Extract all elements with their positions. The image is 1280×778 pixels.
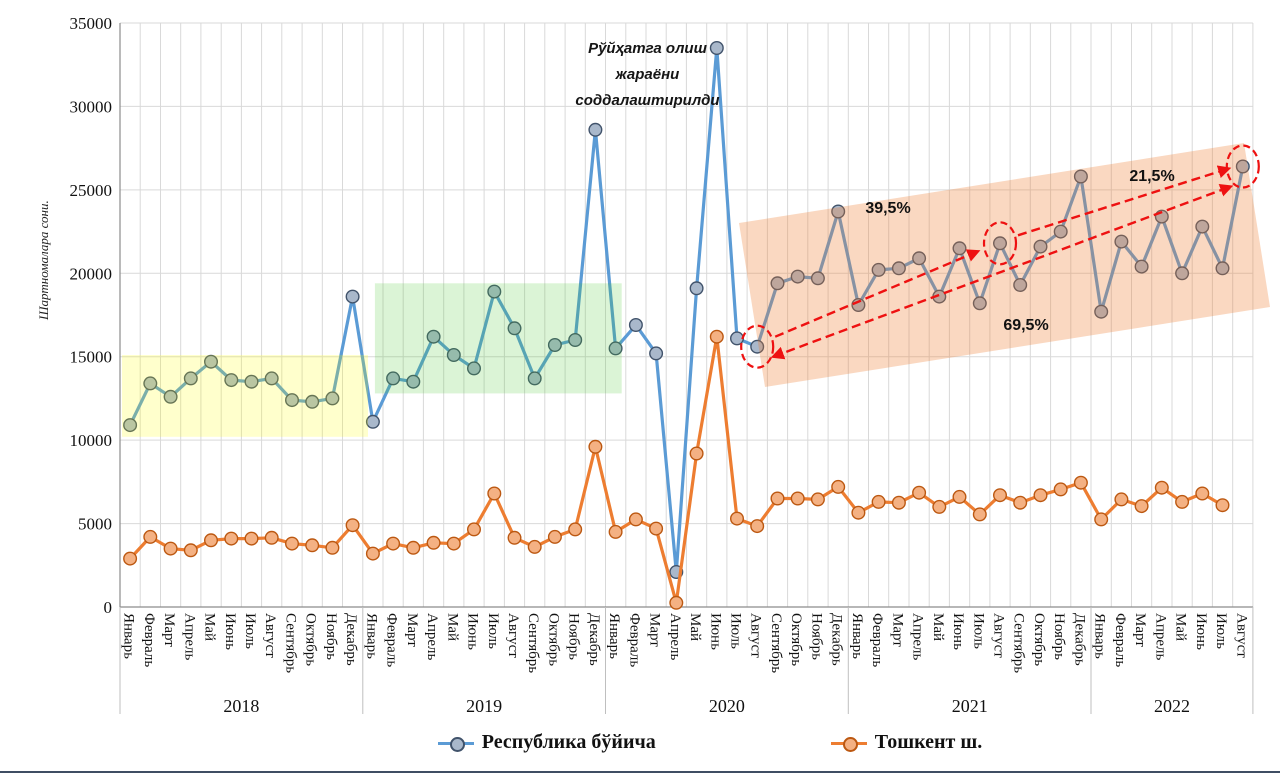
svg-text:Январь: Январь bbox=[1092, 613, 1108, 659]
svg-text:Март: Март bbox=[161, 613, 177, 647]
svg-text:Декабрь: Декабрь bbox=[829, 613, 845, 666]
annotation-note-line: Рўйҳатга олиш bbox=[588, 40, 707, 57]
gridlines bbox=[119, 22, 1254, 608]
svg-text:Декабрь: Декабрь bbox=[586, 613, 602, 666]
legend-label-republic: Республика бўйича bbox=[481, 731, 656, 753]
percent-label-21-5: 21,5% bbox=[1129, 168, 1175, 185]
y-tick-labels: 0 5000 10000 15000 20000 25000 30000 35000 bbox=[70, 14, 113, 617]
legend-item-tashkent: Тошкент ш. bbox=[830, 731, 983, 754]
svg-text:Январь: Январь bbox=[849, 613, 865, 659]
svg-text:Февраль: Февраль bbox=[869, 613, 885, 667]
svg-text:Июнь: Июнь bbox=[707, 613, 723, 650]
divider-line bbox=[0, 771, 1280, 773]
svg-text:Январь: Январь bbox=[606, 613, 622, 659]
svg-text:Август: Август bbox=[505, 613, 521, 658]
percent-label-69-5: 69,5% bbox=[1003, 317, 1049, 334]
svg-text:Июль: Июль bbox=[728, 613, 744, 649]
svg-text:Ноябрь: Ноябрь bbox=[808, 613, 824, 660]
svg-text:5000: 5000 bbox=[78, 515, 112, 534]
annotation-note-line: соддалаштирилди bbox=[575, 92, 720, 109]
svg-text:Май: Май bbox=[202, 613, 218, 641]
svg-text:Май: Май bbox=[1173, 613, 1189, 641]
trend-arrow bbox=[770, 183, 1234, 360]
svg-text:Октябрь: Октябрь bbox=[303, 613, 319, 666]
svg-text:Октябрь: Октябрь bbox=[545, 613, 561, 666]
chart-canvas: 0 5000 10000 15000 20000 25000 30000 35000 Январ… bbox=[70, 14, 1270, 716]
svg-text:Июнь: Июнь bbox=[222, 613, 238, 650]
svg-text:Сентябрь: Сентябрь bbox=[768, 613, 784, 673]
svg-text:10000: 10000 bbox=[70, 431, 113, 450]
series-tashkent bbox=[123, 329, 1230, 610]
svg-text:Июль: Июль bbox=[1213, 613, 1229, 649]
svg-text:Декабрь: Декабрь bbox=[1071, 613, 1087, 666]
legend-marker-republic-icon bbox=[437, 736, 474, 752]
svg-text:Декабрь: Декабрь bbox=[343, 613, 359, 666]
svg-text:Август: Август bbox=[991, 613, 1007, 658]
svg-text:Апрель: Апрель bbox=[910, 613, 926, 661]
svg-text:Сентябрь: Сентябрь bbox=[283, 613, 299, 673]
svg-text:2018: 2018 bbox=[223, 696, 259, 716]
svg-text:Апрель: Апрель bbox=[424, 613, 440, 661]
svg-text:Октябрь: Октябрь bbox=[1031, 613, 1047, 666]
svg-text:Август: Август bbox=[748, 613, 764, 658]
svg-text:Июль: Июль bbox=[970, 613, 986, 649]
svg-text:Ноябрь: Ноябрь bbox=[1051, 613, 1067, 660]
svg-text:Апрель: Апрель bbox=[667, 613, 683, 661]
svg-text:Июнь: Июнь bbox=[1193, 613, 1209, 650]
legend-item-republic: Республика бўйича bbox=[437, 731, 656, 754]
svg-text:Февраль: Февраль bbox=[626, 613, 642, 667]
svg-text:Ноябрь: Ноябрь bbox=[323, 613, 339, 660]
svg-text:Сентябрь: Сентябрь bbox=[525, 613, 541, 673]
svg-text:25000: 25000 bbox=[70, 181, 113, 200]
svg-text:Март: Март bbox=[404, 613, 420, 647]
highlight-green-2019 bbox=[374, 283, 622, 394]
legend: Республика бўйича Тошкент ш. bbox=[0, 731, 1280, 754]
svg-text:Август: Август bbox=[1233, 613, 1249, 658]
svg-text:35000: 35000 bbox=[70, 14, 113, 33]
svg-text:Май: Май bbox=[930, 613, 946, 641]
highlight-yellow-2018 bbox=[122, 355, 368, 437]
x-month-labels: Январь Февраль Март Апрель Май Июнь Июль Август… bbox=[121, 613, 1250, 673]
svg-text:20000: 20000 bbox=[70, 264, 113, 283]
svg-text:Январь: Январь bbox=[363, 613, 379, 659]
svg-text:Март: Март bbox=[647, 613, 663, 647]
svg-text:Январь: Январь bbox=[121, 613, 137, 659]
annotation-note: Рўйҳатга олиш жараёни соддалаштирилди bbox=[535, 36, 760, 114]
svg-text:Июль: Июль bbox=[485, 613, 501, 649]
svg-text:Июнь: Июнь bbox=[950, 613, 966, 650]
svg-text:Август: Август bbox=[262, 613, 278, 658]
x-year-labels: 2018 2019 2020 2021 2022 bbox=[223, 696, 1190, 716]
svg-text:Апрель: Апрель bbox=[1152, 613, 1168, 661]
svg-text:30000: 30000 bbox=[70, 97, 113, 116]
svg-text:Май: Май bbox=[687, 613, 703, 641]
annotation-note-line: жараёни bbox=[615, 66, 680, 83]
percent-label-39-5: 39,5% bbox=[865, 200, 911, 217]
svg-text:Февраль: Февраль bbox=[1112, 613, 1128, 667]
svg-text:Февраль: Февраль bbox=[384, 613, 400, 667]
svg-text:Апрель: Апрель bbox=[181, 613, 197, 661]
svg-text:2022: 2022 bbox=[1154, 696, 1190, 716]
svg-text:Июль: Июль bbox=[242, 613, 258, 649]
svg-text:Июнь: Июнь bbox=[465, 613, 481, 650]
svg-text:Октябрь: Октябрь bbox=[788, 613, 804, 666]
y-axis-title: Шартномалара сони. bbox=[36, 200, 51, 320]
legend-marker-tashkent-icon bbox=[830, 736, 867, 752]
svg-text:Сентябрь: Сентябрь bbox=[1011, 613, 1027, 673]
svg-text:15000: 15000 bbox=[70, 348, 113, 367]
svg-text:Ноябрь: Ноябрь bbox=[566, 613, 582, 660]
legend-label-tashkent: Тошкент ш. bbox=[874, 731, 983, 753]
svg-text:2020: 2020 bbox=[709, 696, 745, 716]
svg-text:Март: Март bbox=[1132, 613, 1148, 647]
svg-text:2019: 2019 bbox=[466, 696, 502, 716]
svg-text:2021: 2021 bbox=[952, 696, 988, 716]
svg-text:Май: Май bbox=[444, 613, 460, 641]
svg-text:Март: Март bbox=[889, 613, 905, 647]
svg-text:0: 0 bbox=[104, 598, 113, 617]
svg-text:Февраль: Февраль bbox=[141, 613, 157, 667]
